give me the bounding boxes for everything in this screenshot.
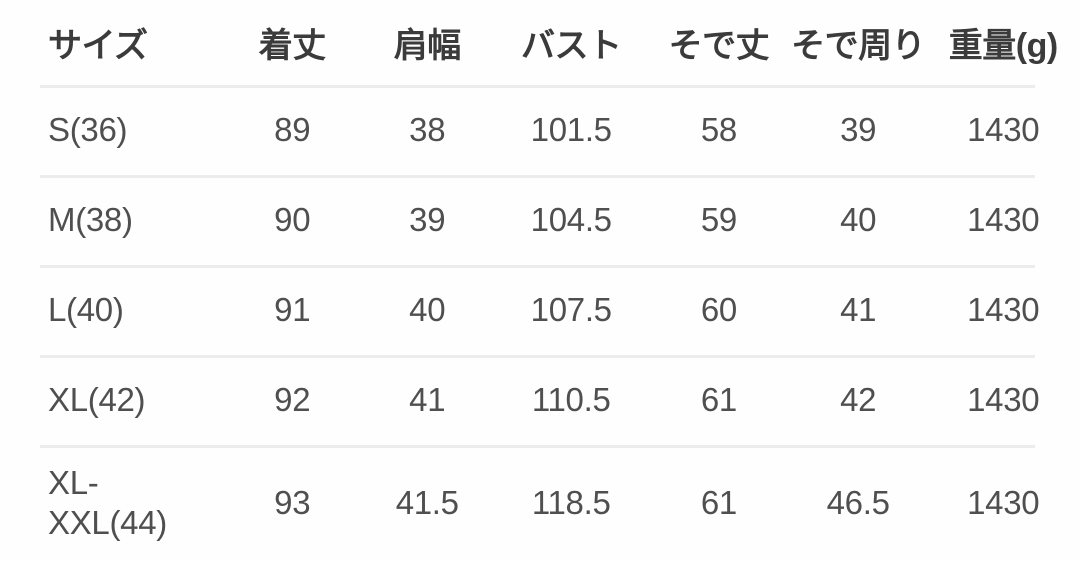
cell-weight: 1430 — [926, 265, 1080, 355]
cell-length: 89 — [224, 85, 360, 175]
cell-size: M(38) — [0, 175, 225, 265]
table-row: M(38) 90 39 104.5 59 40 1430 — [0, 175, 1080, 265]
cell-size: L(40) — [0, 265, 225, 355]
cell-length: 93 — [224, 445, 360, 561]
column-header-size: サイズ — [48, 27, 148, 65]
column-header-weight: 重量(g) — [948, 27, 1058, 65]
cell-sleeve: 60 — [647, 265, 790, 355]
cell-size-line2: XXL(44) — [48, 504, 167, 541]
cell-bust: 118.5 — [494, 445, 648, 561]
cell-sleeve: 61 — [647, 445, 790, 561]
cell-shoulder: 41 — [359, 355, 495, 445]
cell-cuff: 39 — [789, 85, 927, 175]
cell-size: XL(42) — [0, 355, 225, 445]
cell-cuff: 46.5 — [789, 445, 927, 561]
cell-shoulder: 39 — [359, 175, 495, 265]
cell-length: 92 — [224, 355, 360, 445]
cell-cuff: 41 — [789, 265, 927, 355]
cell-shoulder: 41.5 — [359, 445, 495, 561]
cell-sleeve: 59 — [647, 175, 790, 265]
table-row: L(40) 91 40 107.5 60 41 1430 — [0, 265, 1080, 355]
column-header-sleeve: そで丈 — [668, 27, 770, 65]
cell-bust: 107.5 — [494, 265, 648, 355]
column-header-cuff: そで周り — [791, 27, 926, 65]
table-row: XL- XXL(44) 93 41.5 118.5 61 46.5 1430 — [0, 445, 1080, 561]
cell-length: 90 — [224, 175, 360, 265]
cell-length: 91 — [224, 265, 360, 355]
cell-bust: 110.5 — [494, 355, 648, 445]
cell-cuff: 42 — [789, 355, 927, 445]
cell-bust: 101.5 — [494, 85, 648, 175]
cell-weight: 1430 — [926, 445, 1080, 561]
cell-size-line1: XL- — [48, 463, 99, 501]
column-header-length: 着丈 — [258, 27, 326, 65]
cell-weight: 1430 — [926, 85, 1080, 175]
cell-size: S(36) — [0, 85, 225, 175]
size-table-body: S(36) 89 38 101.5 58 39 1430 M(38) 90 39… — [0, 85, 1080, 561]
table-row: S(36) 89 38 101.5 58 39 1430 — [0, 85, 1080, 175]
cell-sleeve: 61 — [647, 355, 790, 445]
cell-cuff: 40 — [789, 175, 927, 265]
cell-sleeve: 58 — [647, 85, 790, 175]
cell-bust: 104.5 — [494, 175, 648, 265]
cell-shoulder: 38 — [359, 85, 495, 175]
cell-weight: 1430 — [926, 175, 1080, 265]
cell-shoulder: 40 — [359, 265, 495, 355]
cell-size: XL- XXL(44) — [0, 445, 225, 561]
column-header-shoulder: 肩幅 — [393, 27, 462, 65]
cell-weight: 1430 — [926, 355, 1080, 445]
table-row: XL(42) 92 41 110.5 61 42 1430 — [0, 355, 1080, 445]
size-table-header: サイズ 着丈 肩幅 バスト そで丈 そで周り 重量(g) — [0, 0, 1080, 85]
header-row: サイズ 着丈 肩幅 バスト そで丈 そで周り 重量(g) — [0, 0, 1080, 85]
column-header-bust: バスト — [520, 27, 622, 65]
